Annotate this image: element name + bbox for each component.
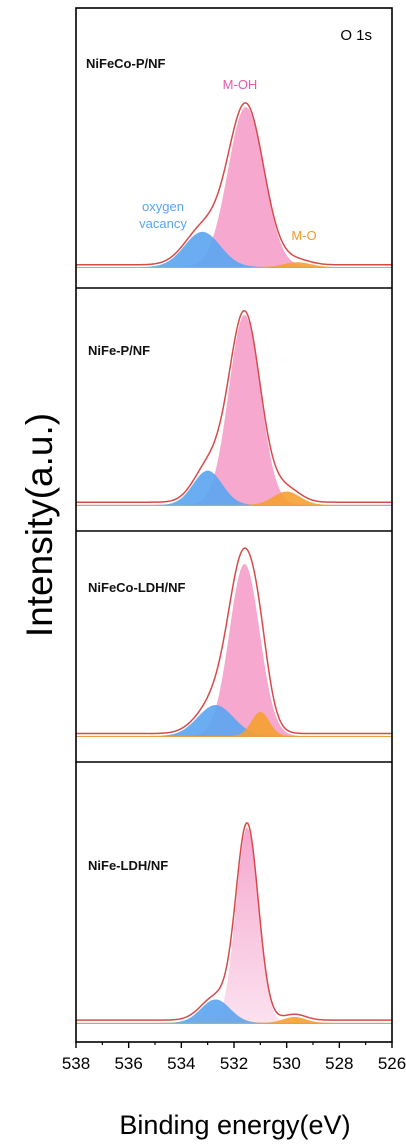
panel-3: NiFeCo-LDH/NF (76, 547, 392, 737)
corner-label-o1s: O 1s (340, 27, 372, 44)
x-tick-label: 536 (114, 1054, 142, 1073)
x-tick-label: 528 (325, 1054, 353, 1073)
oxygen-vacancy-peak (76, 999, 392, 1024)
panels-group: NiFeCo-P/NF NiFe-P/NF NiFeCo-LDH/NF NiFe-LD… (76, 56, 392, 1024)
x-tick-label: 526 (378, 1054, 406, 1073)
x-tick-label: 530 (272, 1054, 300, 1073)
m-oh-peak (76, 314, 392, 506)
y-axis-label: Intensity(a.u.) (19, 413, 60, 637)
panel-label: NiFe-P/NF (88, 343, 150, 358)
envelope-line (76, 102, 392, 266)
panel-label: NiFe-LDH/NF (88, 858, 168, 873)
oxygen-vacancy-peak (76, 231, 392, 268)
panel-label: NiFeCo-P/NF (86, 56, 166, 71)
envelope-line (76, 822, 392, 1021)
envelope-line (76, 547, 392, 735)
panel-1: NiFeCo-P/NF (76, 56, 392, 268)
panel-4: NiFe-LDH/NF (76, 822, 392, 1024)
m-oh-peak (76, 107, 392, 268)
annotation-oxygen-vacancy-line2: vacancy (139, 216, 187, 231)
x-axis-label: Binding energy(eV) (119, 1110, 350, 1140)
panel-2: NiFe-P/NF (76, 309, 392, 506)
m-oh-peak (76, 563, 392, 737)
x-tick-label: 538 (62, 1054, 90, 1073)
x-tick-label: 532 (220, 1054, 248, 1073)
annotation-oxygen-vacancy-line1: oxygen (142, 199, 184, 214)
m-oh-peak (76, 828, 392, 1024)
oxygen-vacancy-peak (76, 705, 392, 737)
panel-label: NiFeCo-LDH/NF (88, 580, 186, 595)
annotation-m-o: M-O (291, 228, 316, 243)
m-o-peak (76, 262, 392, 268)
oxygen-vacancy-peak (76, 470, 392, 506)
x-axis-ticks: 538 536 534 532 530 528 526 (62, 1042, 406, 1073)
m-o-peak (76, 1016, 392, 1024)
x-tick-label: 534 (167, 1054, 195, 1073)
annotation-m-oh: M-OH (223, 77, 258, 92)
envelope-line (76, 309, 392, 503)
